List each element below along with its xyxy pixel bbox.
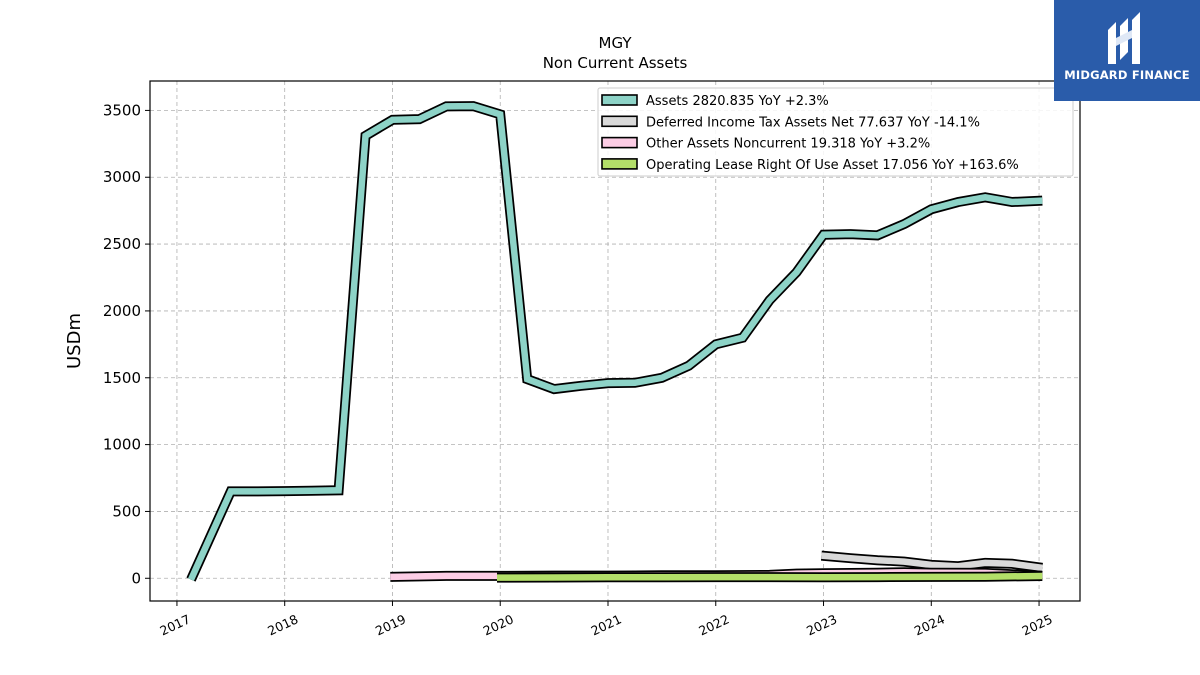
- chart-title: MGY: [599, 34, 633, 52]
- midgard-finance-logo: MIDGARD FINANCE: [1054, 0, 1200, 101]
- y-axis-label: USDm: [64, 313, 85, 369]
- legend-swatch: [601, 94, 638, 106]
- y-tick-label: 3000: [103, 168, 141, 186]
- plot-frame: [149, 80, 1081, 602]
- logo-text: MIDGARD FINANCE: [1064, 68, 1190, 82]
- legend: Assets 2820.835 YoY +2.3% Deferred Income…: [597, 87, 1074, 177]
- series-1: [820, 550, 1043, 573]
- y-tick-label: 1500: [103, 369, 141, 387]
- y-tick-label: 0: [131, 569, 141, 587]
- y-tick-label: 2500: [103, 235, 141, 253]
- legend-entry: Operating Lease Right Of Use Asset 17.05…: [646, 158, 1019, 173]
- y-tick-label: 3500: [103, 101, 141, 119]
- logo-mark-icon: [1108, 12, 1140, 64]
- legend-entry: Other Assets Noncurrent 19.318 YoY +3.2%: [646, 137, 930, 152]
- series-line: [188, 102, 1043, 581]
- series-line: [821, 552, 1043, 572]
- y-tick-label: 500: [112, 502, 141, 520]
- y-axis: 0 500 1000 1500 2000 2500 3000 3500: [103, 101, 150, 587]
- series-3: [496, 571, 1043, 583]
- legend-entry: Deferred Income Tax Assets Net 77.637 Yo…: [646, 115, 980, 130]
- legend-box: [597, 87, 1074, 177]
- y-tick-label: 2000: [103, 302, 141, 320]
- series-0: [186, 101, 1043, 582]
- series-line: [496, 572, 1043, 581]
- series-layer: [186, 101, 1043, 583]
- legend-entry: Assets 2820.835 YoY +2.3%: [646, 94, 829, 109]
- legend-swatch: [601, 115, 638, 128]
- y-tick-label: 1000: [103, 436, 141, 454]
- chart-subtitle: Non Current Assets: [543, 54, 688, 72]
- legend-swatch: [601, 136, 638, 149]
- legend-swatch: [601, 158, 638, 170]
